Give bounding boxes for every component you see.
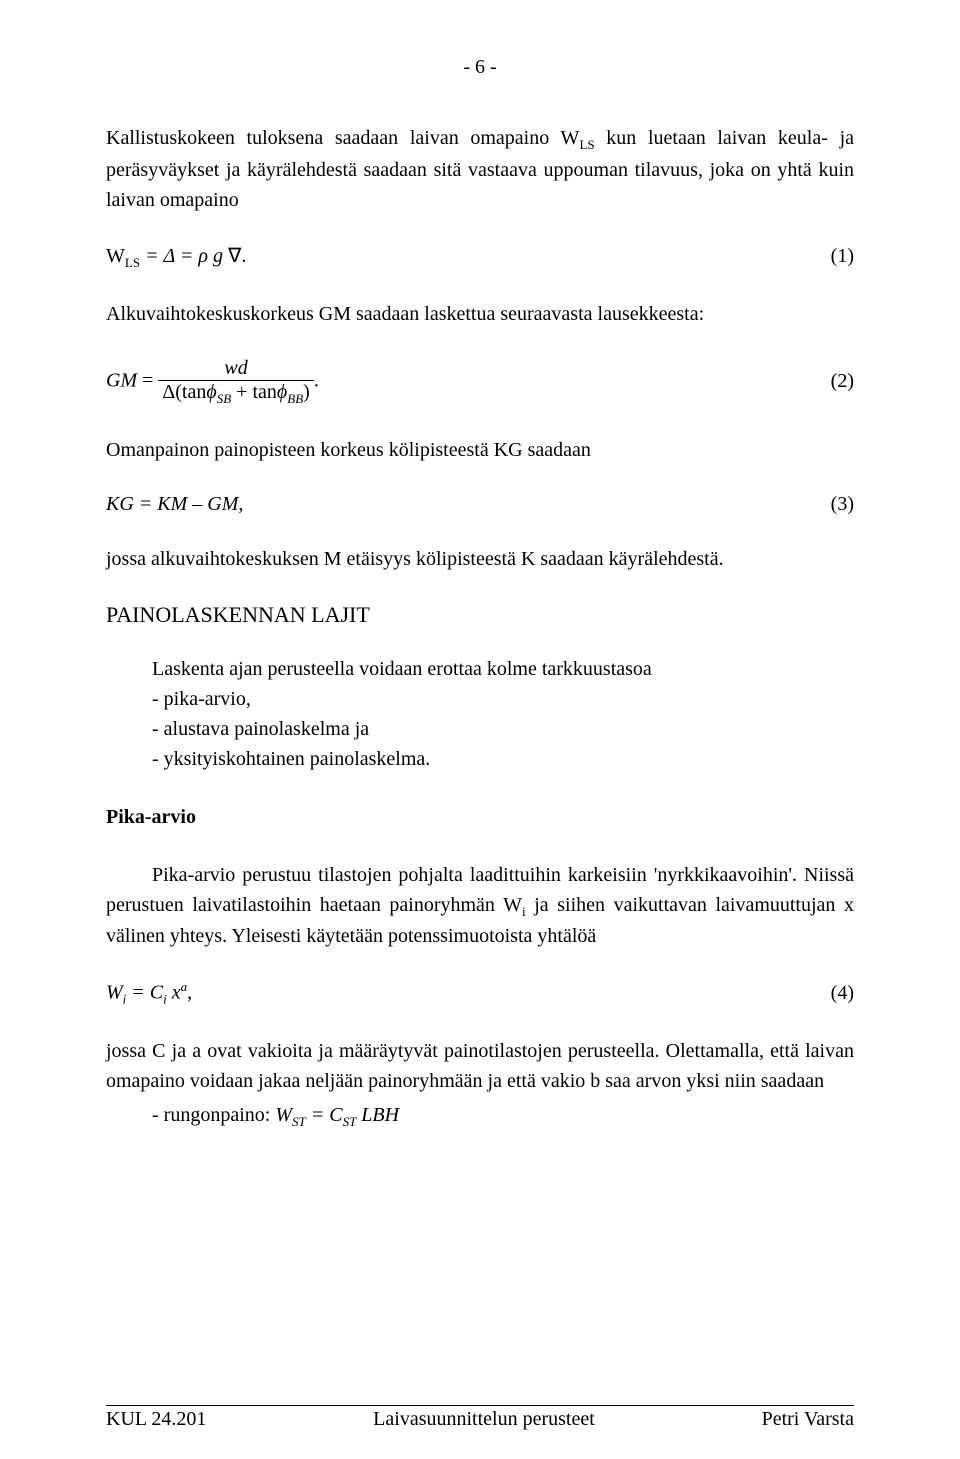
nabla-symbol: ∇ bbox=[228, 245, 241, 267]
eq-text: = C bbox=[306, 1104, 343, 1126]
text: - rungonpaino: bbox=[152, 1104, 275, 1126]
paragraph: Omanpainon painopisteen korkeus kölipist… bbox=[106, 435, 854, 465]
footer-left: KUL 24.201 bbox=[106, 1408, 206, 1431]
equation-body: GM = wd Δ(tanϕSB + tanϕBB) . bbox=[106, 357, 319, 407]
bullet-intro: Laskenta ajan perusteella voidaan erotta… bbox=[152, 654, 854, 684]
paragraph: jossa alkuvaihtokeskuksen M etäisyys köl… bbox=[106, 544, 854, 574]
eq-text: . bbox=[314, 369, 319, 391]
eq-text: Δ(tan bbox=[162, 381, 206, 403]
bullet-item: - alustava painolaskelma ja bbox=[152, 714, 854, 744]
eq-text: + tan bbox=[231, 381, 277, 403]
fraction-numerator: wd bbox=[158, 357, 313, 380]
footer-center: Laivasuunnittelun perusteet bbox=[373, 1408, 595, 1431]
equation-2: GM = wd Δ(tanϕSB + tanϕBB) . (2) bbox=[106, 357, 854, 407]
eq-text: ) bbox=[303, 381, 310, 403]
subscript: ST bbox=[343, 1114, 357, 1129]
paragraph: Alkuvaihtokeskuskorkeus GM saadaan laske… bbox=[106, 299, 854, 329]
eq-text: = C bbox=[126, 982, 163, 1004]
subscript: BB bbox=[287, 391, 303, 406]
equation-4: Wi = Ci xa, (4) bbox=[106, 979, 854, 1008]
phi-symbol: ϕ bbox=[277, 381, 287, 403]
bullet-block: Laskenta ajan perusteella voidaan erotta… bbox=[106, 654, 854, 774]
eq-text: W bbox=[106, 982, 123, 1004]
fraction-denominator: Δ(tanϕSB + tanϕBB) bbox=[158, 380, 313, 407]
bullet-item: - pika-arvio, bbox=[152, 684, 854, 714]
footer-divider bbox=[106, 1405, 854, 1406]
eq-text: x bbox=[167, 982, 181, 1004]
equation-body: KG = KM – GM, bbox=[106, 493, 243, 516]
footer-right: Petri Varsta bbox=[762, 1408, 854, 1431]
heading-painolaskennan: PAINOLASKENNAN LAJIT bbox=[106, 602, 854, 628]
page-body: - 6 - Kallistuskokeen tuloksena saadaan … bbox=[0, 0, 960, 1131]
subscript: LS bbox=[579, 137, 594, 152]
eq-text: W bbox=[275, 1104, 292, 1126]
page-footer: KUL 24.201 Laivasuunnittelun perusteet P… bbox=[0, 1405, 960, 1431]
equation-number: (4) bbox=[831, 982, 854, 1005]
equation-body: Wi = Ci xa, bbox=[106, 979, 192, 1008]
equation-number: (3) bbox=[831, 493, 854, 516]
heading-pika-arvio: Pika-arvio bbox=[106, 802, 854, 832]
subscript: LS bbox=[125, 255, 140, 270]
equation-number: (1) bbox=[831, 245, 854, 268]
paragraph-intro: Kallistuskokeen tuloksena saadaan laivan… bbox=[106, 123, 854, 215]
equation-number: (2) bbox=[831, 370, 854, 393]
eq-text: GM bbox=[106, 369, 137, 391]
subscript: SB bbox=[217, 391, 231, 406]
eq-text: , bbox=[187, 982, 192, 1004]
equation-body: WLS = Δ = ρ g ∇. bbox=[106, 243, 246, 271]
text: Kallistuskokeen tuloksena saadaan laivan… bbox=[106, 127, 579, 149]
paragraph-pika: Pika-arvio perustuu tilastojen pohjalta … bbox=[106, 860, 854, 952]
paragraph: jossa C ja a ovat vakioita ja määräytyvä… bbox=[106, 1036, 854, 1096]
subscript: ST bbox=[292, 1114, 306, 1129]
fraction: wd Δ(tanϕSB + tanϕBB) bbox=[158, 357, 313, 407]
eq-text: = bbox=[137, 369, 158, 391]
eq-text: W bbox=[106, 245, 125, 267]
eq-text: = Δ = ρ g bbox=[140, 245, 228, 267]
footer-row: KUL 24.201 Laivasuunnittelun perusteet P… bbox=[106, 1408, 854, 1431]
equation-1: WLS = Δ = ρ g ∇. (1) bbox=[106, 243, 854, 271]
equation-3: KG = KM – GM, (3) bbox=[106, 493, 854, 516]
bullet-block: - rungonpaino: WST = CST LBH bbox=[106, 1100, 854, 1132]
eq-text: . bbox=[241, 245, 246, 267]
eq-text: LBH bbox=[356, 1104, 399, 1126]
phi-symbol: ϕ bbox=[206, 381, 216, 403]
page-number: - 6 - bbox=[106, 56, 854, 79]
bullet-item: - rungonpaino: WST = CST LBH bbox=[152, 1100, 854, 1132]
bullet-item: - yksityiskohtainen painolaskelma. bbox=[152, 744, 854, 774]
